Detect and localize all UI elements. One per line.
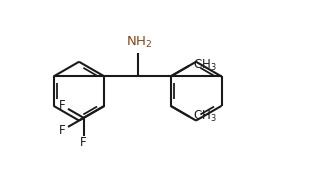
Text: F: F bbox=[59, 99, 65, 112]
Text: NH$_2$: NH$_2$ bbox=[126, 35, 152, 50]
Text: F: F bbox=[59, 124, 65, 137]
Text: F: F bbox=[80, 136, 87, 149]
Text: CH$_3$: CH$_3$ bbox=[193, 109, 216, 124]
Text: CH$_3$: CH$_3$ bbox=[193, 58, 216, 73]
